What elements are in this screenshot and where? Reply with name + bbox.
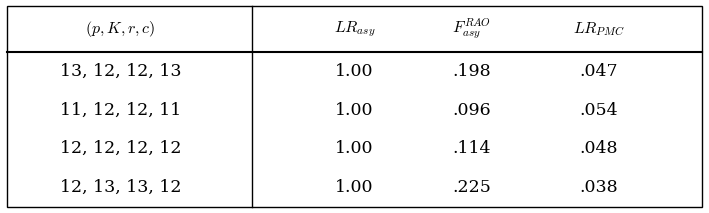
Text: .054: .054 [580, 102, 618, 119]
Text: 1.00: 1.00 [335, 102, 374, 119]
Text: .048: .048 [580, 140, 618, 157]
Text: 1.00: 1.00 [335, 63, 374, 80]
Text: .225: .225 [452, 179, 491, 196]
Text: 12, 13, 13, 12: 12, 13, 13, 12 [60, 179, 182, 196]
Text: 12, 12, 12, 12: 12, 12, 12, 12 [60, 140, 182, 157]
Text: .096: .096 [452, 102, 491, 119]
Text: .047: .047 [580, 63, 618, 80]
Text: .114: .114 [452, 140, 491, 157]
Text: 13, 12, 12, 13: 13, 12, 12, 13 [60, 63, 182, 80]
Text: 1.00: 1.00 [335, 179, 374, 196]
Text: $LR_{asy}$: $LR_{asy}$ [334, 19, 375, 39]
Text: 1.00: 1.00 [335, 140, 374, 157]
Text: 11, 12, 12, 11: 11, 12, 12, 11 [60, 102, 182, 119]
Text: $(p,K,r,c)$: $(p,K,r,c)$ [85, 19, 156, 39]
Text: $LR_{PMC}$: $LR_{PMC}$ [574, 20, 625, 38]
Text: .038: .038 [580, 179, 618, 196]
Text: $F_{asy}^{RAO}$: $F_{asy}^{RAO}$ [452, 17, 491, 42]
Text: .198: .198 [452, 63, 491, 80]
